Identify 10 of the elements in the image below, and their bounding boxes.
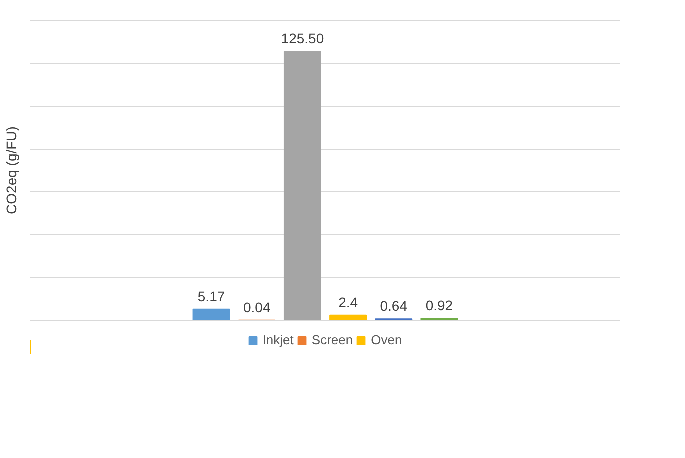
- data-label: 5.17: [198, 288, 226, 304]
- data-label: 125.50: [281, 30, 324, 47]
- data-label: 0.92: [426, 298, 454, 314]
- y-axis-title: CO2eq (g/FU): [4, 126, 20, 214]
- data-label: 2.4: [338, 294, 358, 310]
- data-label: 0.04: [243, 299, 271, 316]
- legend-label: Oven: [371, 332, 402, 348]
- data-label: 0.64: [380, 298, 408, 314]
- legend-label: Inkjet: [262, 332, 294, 348]
- legend-label: Screen: [312, 332, 354, 348]
